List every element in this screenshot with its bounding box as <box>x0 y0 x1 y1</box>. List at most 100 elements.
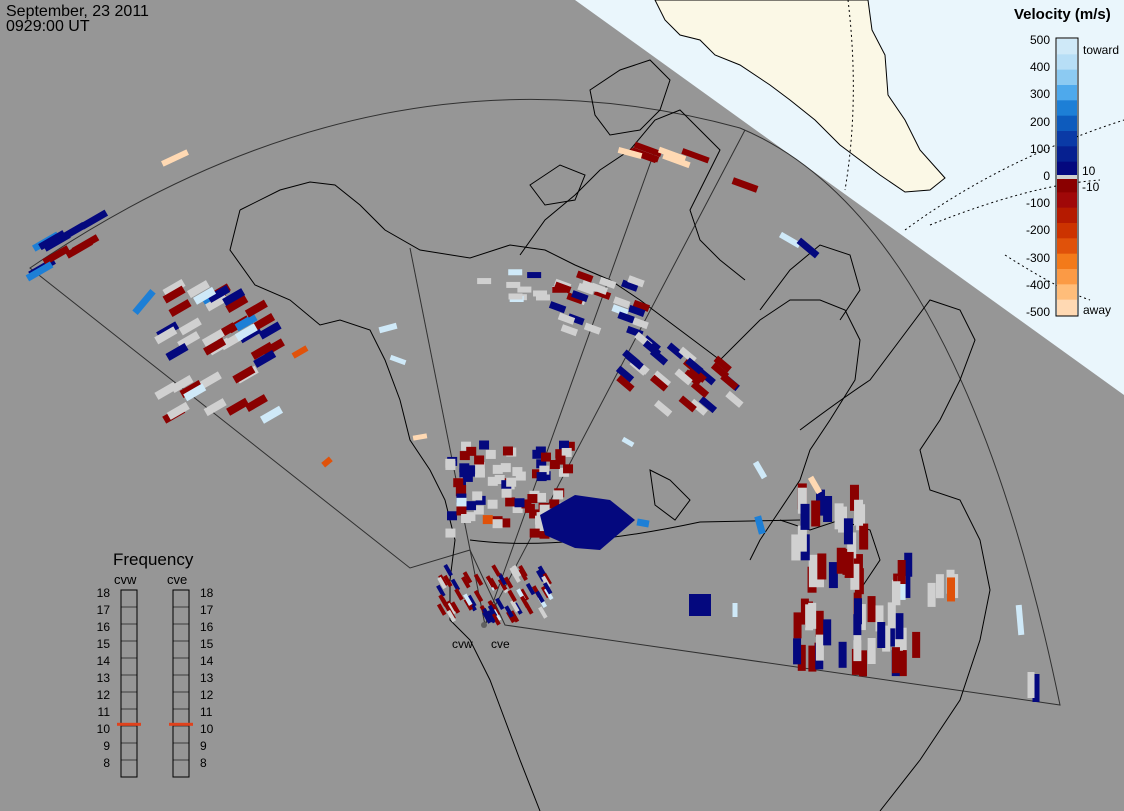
velocity-tick: -200 <box>1025 223 1050 238</box>
scatter-cell <box>485 575 496 588</box>
scatter-cell <box>525 582 536 596</box>
scatter-cell <box>459 468 470 478</box>
scatter-cell <box>203 398 227 417</box>
scatter-cell <box>657 146 687 162</box>
scatter-cell <box>459 463 470 473</box>
scatter-cell <box>800 503 810 530</box>
scatter-cell <box>616 374 635 392</box>
scatter-cell <box>132 289 156 315</box>
scatter-cell <box>161 149 189 167</box>
scatter-cell <box>465 465 476 475</box>
scatter-cell <box>512 504 523 514</box>
scatter-cell <box>508 269 523 276</box>
scatter-cell <box>512 467 523 477</box>
scatter-cell <box>636 518 650 528</box>
scatter-cell <box>487 499 498 509</box>
scatter-cell <box>752 460 768 480</box>
scatter-cell <box>1015 604 1025 636</box>
scatter-cell <box>564 441 575 451</box>
scatter-cell <box>519 588 530 601</box>
scatter-cell <box>553 490 564 500</box>
scatter-cell <box>571 290 589 303</box>
frequency-tick: 10 <box>200 722 214 736</box>
scatter-cell <box>491 564 501 577</box>
scatter-cell <box>165 342 189 361</box>
scatter-cell <box>654 399 673 417</box>
scatter-cell <box>891 647 900 674</box>
frequency-gauge-frame <box>120 589 138 778</box>
colorbar-segment <box>1057 284 1077 301</box>
scatter-cell <box>198 371 222 390</box>
scatter-cell <box>162 278 186 297</box>
scatter-cell <box>613 296 631 309</box>
scatter-cell <box>796 237 820 259</box>
scatter-cell <box>598 276 617 289</box>
scatter-cell <box>504 605 514 618</box>
scatter-cell <box>904 552 913 577</box>
scatter-cell <box>1027 672 1035 698</box>
frequency-gauges <box>117 589 193 778</box>
scatter-cell <box>867 596 876 623</box>
scatter-cell <box>514 498 525 508</box>
frequency-tick: 8 <box>200 756 207 770</box>
scatter-cell <box>447 511 458 521</box>
radar-site-marker <box>481 622 487 628</box>
scatter-cell <box>778 231 802 249</box>
velocity-tick: 0 <box>1043 169 1050 183</box>
scatter-cell <box>678 395 697 413</box>
scatter-cell <box>688 365 707 383</box>
scatter-cell <box>472 491 483 501</box>
scatter-cell <box>828 562 838 589</box>
scatter-cell <box>437 576 447 590</box>
scatter-cell <box>453 478 464 488</box>
scatter-cell <box>720 373 739 391</box>
scatter-cell <box>501 488 512 498</box>
scatter-cell <box>853 598 862 625</box>
scatter-cell <box>577 282 595 295</box>
colorbar-segment <box>1057 54 1077 71</box>
scatter-cell <box>615 365 635 383</box>
scatter-cell <box>497 572 508 586</box>
scatter-cell <box>446 609 456 623</box>
colorbar-segment <box>1057 299 1077 316</box>
scatter-cell <box>622 349 641 367</box>
scatter-cell <box>482 515 493 525</box>
frequency-tick: 15 <box>96 637 110 651</box>
scatter-cell <box>836 547 846 574</box>
colorbar-segment <box>1057 207 1077 224</box>
scatter-cell <box>538 606 548 619</box>
colorbar-segment <box>1057 131 1077 147</box>
scatter-cell <box>633 141 663 158</box>
fov-beam-lines <box>409 129 746 626</box>
colorbar-segment <box>1057 115 1077 132</box>
scatter-cell <box>732 603 738 617</box>
scatter-cell <box>466 446 477 456</box>
scatter-cell <box>689 594 711 616</box>
scatter-cell <box>207 285 231 303</box>
scatter-cell <box>566 292 584 305</box>
scatter-cell <box>443 564 453 577</box>
scatter-cell <box>689 398 708 416</box>
scatter-cell <box>154 381 178 400</box>
colorbar-segment <box>1057 223 1077 239</box>
frequency-column-cvw: cvw <box>114 572 137 587</box>
scatter-cell <box>474 468 485 478</box>
scatter-cell <box>561 447 572 457</box>
scatter-cell <box>536 492 547 502</box>
scatter-cell <box>25 261 54 282</box>
scatter-cell <box>518 568 528 581</box>
scatter-cell <box>632 299 651 312</box>
us-canada-border <box>469 519 801 544</box>
scatter-cell <box>621 436 635 448</box>
velocity-scatter-cells <box>25 141 1040 702</box>
scatter-cell <box>536 472 547 482</box>
scatter-cell <box>203 337 227 356</box>
colorbar-segment <box>1057 269 1077 285</box>
colorbar-segment <box>1057 238 1077 255</box>
scatter-cell <box>662 152 691 169</box>
frequency-tick: 13 <box>200 671 214 685</box>
scatter-cell <box>461 576 471 589</box>
scatter-cell <box>222 288 246 307</box>
scatter-cell <box>892 581 901 606</box>
scatter-cell <box>590 282 609 295</box>
